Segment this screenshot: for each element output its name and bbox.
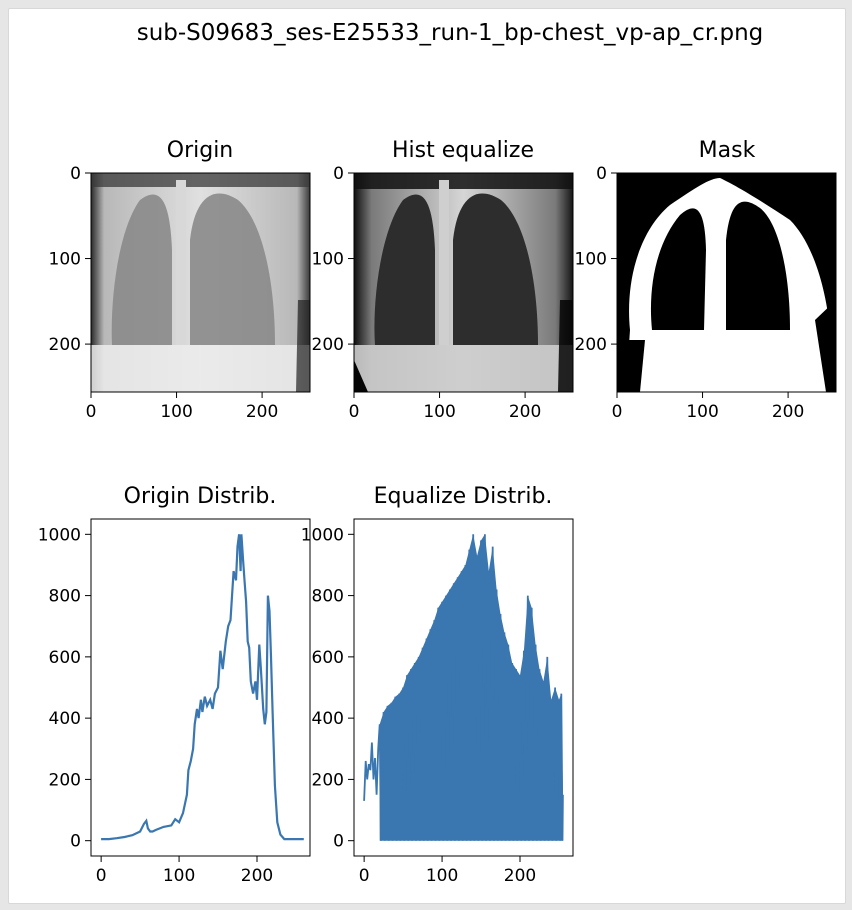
xray-image-origin xyxy=(91,173,310,392)
xray-image-equalized xyxy=(354,173,573,392)
origin-distrib-line xyxy=(101,534,304,841)
y-tick-label: 1000 xyxy=(301,525,344,545)
panel-title-mask: Mask xyxy=(699,138,756,163)
y-tick-label: 400 xyxy=(49,709,81,729)
y-tick-label: 1000 xyxy=(38,525,81,545)
y-tick-label: 200 xyxy=(312,770,344,790)
x-tick-label: 200 xyxy=(504,866,536,886)
y-tick-label: 200 xyxy=(49,770,81,790)
equalize-distrib-line xyxy=(363,534,564,841)
x-tick-label: 100 xyxy=(426,866,458,886)
panel-title-hist-equalize: Hist equalize xyxy=(392,138,534,163)
x-tick-label: 200 xyxy=(772,402,804,422)
origin-distrib-plot xyxy=(101,534,304,841)
y-tick-label: 800 xyxy=(49,587,81,607)
mask-image xyxy=(617,173,836,392)
x-tick-label: 0 xyxy=(359,866,370,886)
y-tick-label: 400 xyxy=(312,709,344,729)
y-tick-label: 0 xyxy=(596,164,607,184)
y-tick-label: 200 xyxy=(575,335,607,355)
y-tick-label: 100 xyxy=(575,250,607,270)
panel-origin: Origin xyxy=(90,138,311,393)
y-tick-label: 200 xyxy=(49,335,81,355)
x-tick-label: 0 xyxy=(86,402,97,422)
x-tick-label: 100 xyxy=(163,866,195,886)
y-tick-label: 800 xyxy=(312,587,344,607)
y-tick-label: 100 xyxy=(49,250,81,270)
x-tick-label: 100 xyxy=(686,402,718,422)
y-tick-label: 100 xyxy=(312,250,344,270)
panel-mask: Mask xyxy=(616,138,837,393)
panel-title-origin-distrib: Origin Distrib. xyxy=(124,484,277,509)
y-tick-label: 0 xyxy=(333,832,344,852)
x-tick-label: 200 xyxy=(241,866,273,886)
panel-title-origin: Origin xyxy=(167,138,234,163)
y-tick-label: 0 xyxy=(333,164,344,184)
figure-title: sub-S09683_ses-E25533_run-1_bp-chest_vp-… xyxy=(137,20,764,46)
panel-title-equalize-distrib: Equalize Distrib. xyxy=(374,484,553,509)
x-tick-label: 100 xyxy=(423,402,455,422)
y-tick-label: 0 xyxy=(70,832,81,852)
x-tick-label: 100 xyxy=(160,402,192,422)
y-tick-label: 0 xyxy=(70,164,81,184)
panel-origin-distrib: Origin Distrib. xyxy=(90,484,311,857)
y-tick-label: 200 xyxy=(312,335,344,355)
x-tick-label: 0 xyxy=(96,866,107,886)
x-tick-label: 0 xyxy=(349,402,360,422)
x-tick-label: 0 xyxy=(612,402,623,422)
equalize-distrib-plot xyxy=(363,534,564,841)
x-tick-label: 200 xyxy=(246,402,278,422)
tick-layer: 0 100 200 0 100 200 0 100 200 0 100 200 0 100 200 0 100 2… xyxy=(38,164,805,886)
panel-equalize-distrib: Equalize Distrib. xyxy=(353,484,574,857)
x-tick-label: 200 xyxy=(509,402,541,422)
y-tick-label: 600 xyxy=(49,648,81,668)
panel-hist-equalize: Hist equalize xyxy=(353,138,574,393)
y-tick-label: 600 xyxy=(312,648,344,668)
